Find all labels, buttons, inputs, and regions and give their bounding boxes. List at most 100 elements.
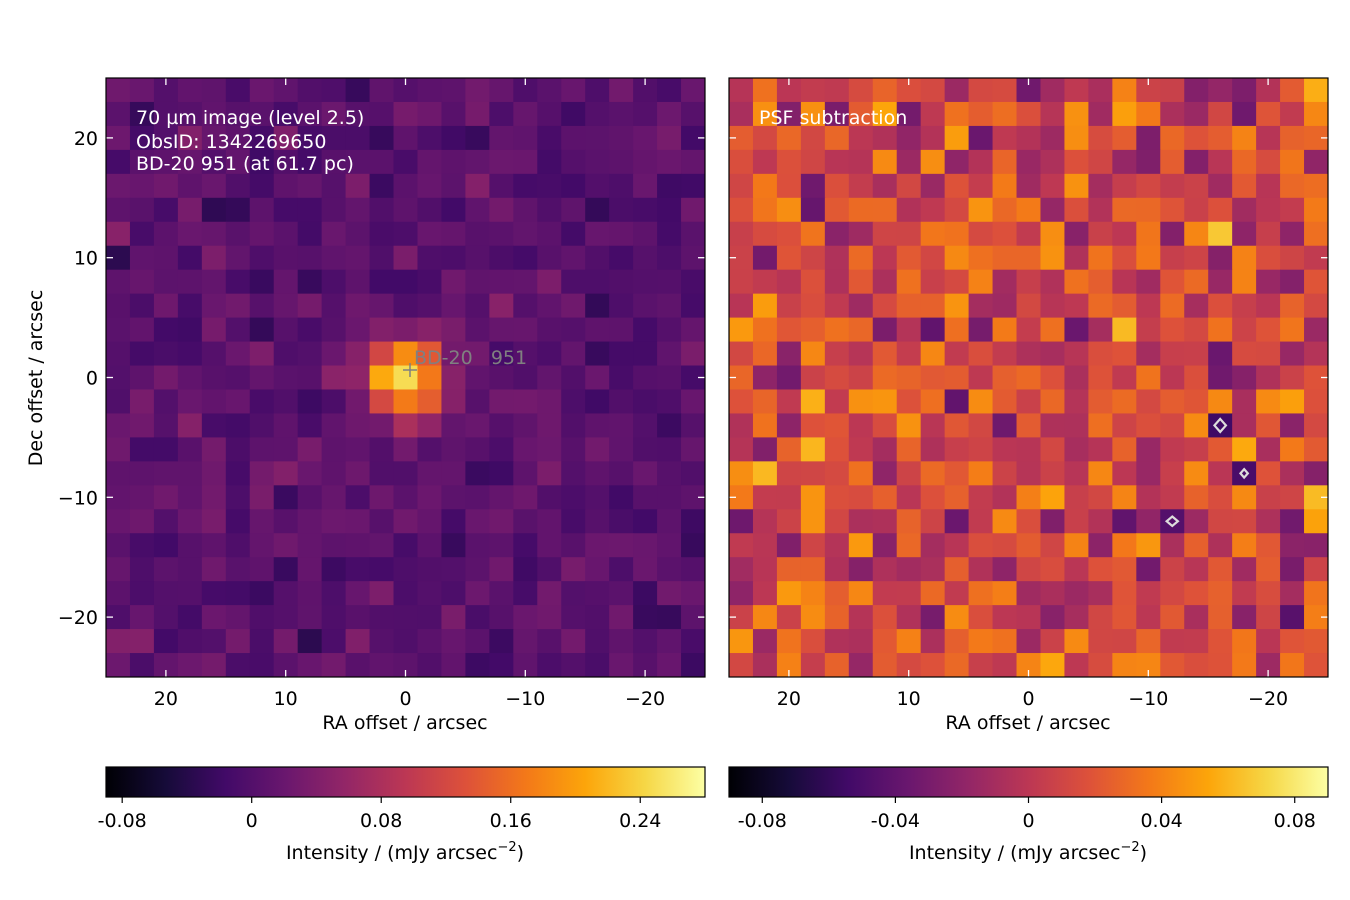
right-pixel: [1016, 533, 1042, 558]
right-pixel: [1112, 293, 1137, 319]
right-pixel: [872, 605, 898, 630]
left-pixel: [609, 78, 634, 103]
left-pixel: [273, 557, 299, 582]
left-pixel: [465, 293, 490, 319]
right-pixel: [968, 269, 994, 295]
left-pixel: [201, 341, 227, 367]
right-pixel: [1232, 413, 1257, 438]
left-pixel: [585, 341, 610, 367]
right-pixel: [920, 413, 946, 438]
left-pixel: [345, 221, 371, 247]
left-pixel: [369, 485, 395, 510]
right-pixel: [800, 269, 826, 295]
left-pixel: [297, 461, 323, 486]
right-pixel: [848, 557, 874, 582]
right-pixel: [1064, 485, 1089, 510]
left-pixel: [417, 149, 443, 175]
left-pixel: [537, 125, 562, 151]
left-pixel: [489, 629, 514, 654]
right-pixel: [1112, 125, 1137, 151]
left-pixel: [321, 197, 347, 223]
left-pixel: [393, 245, 419, 271]
right-pixel: [1040, 341, 1066, 367]
right-pixel: [1136, 437, 1161, 462]
left-pixel: [513, 485, 538, 510]
right-pixel: [1040, 437, 1066, 462]
right-pixel: [729, 78, 754, 103]
left-pixel: [441, 245, 466, 271]
left-pixel: [273, 173, 299, 199]
left-pixel: [129, 125, 155, 151]
left-pixel: [537, 605, 562, 630]
left-pixel: [129, 245, 155, 271]
left-pixel: [201, 485, 227, 510]
left-pixel: [489, 101, 514, 127]
right-pixel: [1208, 629, 1233, 654]
left-pixel: [225, 173, 251, 199]
right-pixel: [848, 221, 874, 247]
right-pixel: [729, 197, 754, 223]
left-pixel: [633, 629, 658, 654]
left-pixel: [249, 341, 275, 367]
left-pixel: [585, 581, 610, 606]
left-pixel: [513, 365, 538, 391]
left-pixel: [561, 533, 586, 558]
left-pixel: [561, 557, 586, 582]
right-pixel: [920, 293, 946, 319]
left-pixel: [513, 653, 538, 677]
left-pixel: [657, 341, 682, 367]
left-pixel: [393, 653, 419, 677]
right-pixel: [729, 341, 754, 367]
left-pixel: [441, 101, 466, 127]
right-pixel: [920, 125, 946, 151]
left-pixel: [321, 78, 347, 103]
left-pixel: [585, 509, 610, 534]
right-pixel: [1184, 533, 1209, 558]
left-pixel: [129, 629, 155, 654]
right-pixel: [968, 149, 994, 175]
right-pixel: [1304, 269, 1328, 295]
right-pixel: [1112, 317, 1137, 343]
right-pixel: [800, 245, 826, 271]
right-pixel: [1304, 173, 1328, 199]
right-pixel: [992, 149, 1018, 175]
left-pixel: [465, 437, 490, 462]
right-pixel: [896, 581, 922, 606]
right-pixel: [800, 149, 826, 175]
left-pixel: [657, 365, 682, 391]
right-pixel: [944, 653, 970, 677]
right-pixel: [1088, 149, 1113, 175]
y-tick-label: −20: [58, 607, 98, 629]
right-pixel: [1088, 413, 1113, 438]
right-pixel: [968, 461, 994, 486]
right-pixel: [1016, 149, 1042, 175]
left-pixel: [225, 101, 251, 127]
left-pixel: [177, 101, 203, 127]
left-pixel: [633, 221, 658, 247]
right-pixel: [800, 341, 826, 367]
left-pixel: [345, 197, 371, 223]
left-colorbar-label-exp: −2: [497, 840, 516, 855]
left-pixel: [321, 605, 347, 630]
right-pixel: [824, 245, 850, 271]
right-pixel: [944, 629, 970, 654]
right-pixel: [920, 509, 946, 534]
right-pixel: [1136, 293, 1161, 319]
left-pixel: [441, 557, 466, 582]
right-pixel: [1112, 245, 1137, 271]
right-pixel: [1232, 78, 1257, 103]
right-pixel: [752, 78, 778, 103]
left-pixel: [369, 101, 395, 127]
left-pixel: [585, 149, 610, 175]
left-pixel: [321, 245, 347, 271]
left-pixel: [489, 509, 514, 534]
left-pixel: [489, 485, 514, 510]
left-pixel: [465, 581, 490, 606]
left-pixel: [489, 605, 514, 630]
right-pixel: [776, 149, 802, 175]
right-pixel: [824, 581, 850, 606]
left-pixel: [273, 269, 299, 295]
left-pixel: [657, 125, 682, 151]
left-pixel: [561, 269, 586, 295]
left-pixel: [657, 293, 682, 319]
